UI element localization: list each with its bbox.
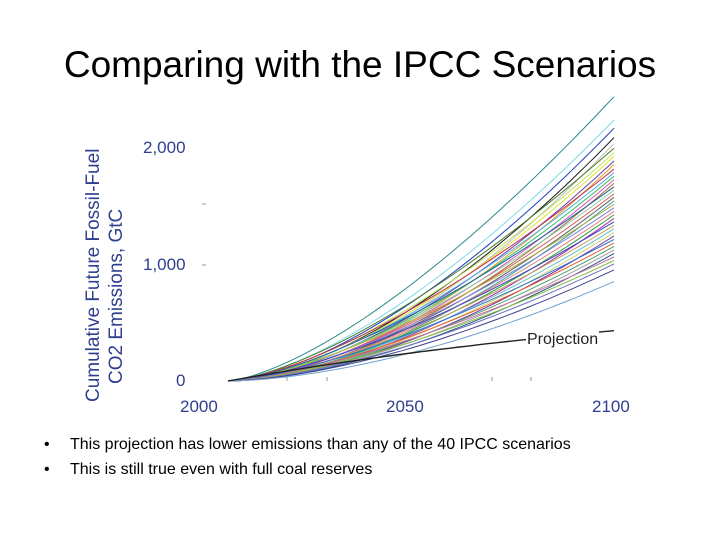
projection-annotation: Projection xyxy=(526,331,600,349)
ipcc-scenario-line-29 xyxy=(227,231,615,382)
x-tick-label-2000: 2000 xyxy=(180,397,218,416)
ipcc-scenario-line-1 xyxy=(227,96,615,382)
y-tick-label-1000: 1,000 xyxy=(143,255,186,274)
y-tick-label-2000: 2,000 xyxy=(143,138,186,157)
y-tick-label-0: 0 xyxy=(176,371,186,390)
ipcc-scenario-line-38 xyxy=(227,263,615,382)
ipcc-scenario-line-16 xyxy=(227,186,615,382)
ipcc-scenario-line-26 xyxy=(227,221,615,382)
ipcc-scenario-line-39 xyxy=(227,269,615,382)
ipcc-scenario-line-6 xyxy=(227,147,615,382)
bullet-item-1: This projection has lower emissions than… xyxy=(40,432,571,457)
ipcc-scenario-line-40 xyxy=(227,281,615,382)
bullet-list: This projection has lower emissions than… xyxy=(40,432,571,482)
ipcc-scenario-line-21 xyxy=(227,203,615,382)
slide-title: Comparing with the IPCC Scenarios xyxy=(63,44,657,85)
ipcc-scenario-line-11 xyxy=(227,168,615,382)
x-tick-label-2050: 2050 xyxy=(386,397,424,416)
x-tick-label-2100: 2100 xyxy=(592,397,630,416)
ipcc-scenario-line-22 xyxy=(227,207,615,382)
ipcc-scenario-line-25 xyxy=(227,217,615,382)
bullet-item-2: This is still true even with full coal r… xyxy=(40,457,571,482)
ipcc-scenario-line-36 xyxy=(227,256,615,382)
ipcc-scenario-line-37 xyxy=(227,260,615,382)
